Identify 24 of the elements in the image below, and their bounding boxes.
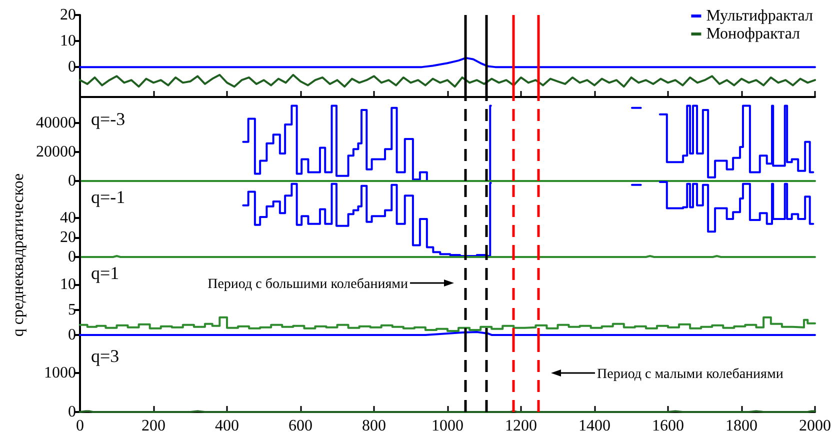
annotation: Период с малыми колебаниями [597,367,784,382]
line-series [79,74,816,88]
chart-title: q=-1 [91,187,126,207]
x-tick-label: 1400 [578,418,610,434]
y-axis-title: q среднеквадратическое [10,173,28,337]
y-tick-label: 40000 [36,114,76,132]
chart-title: q=3 [91,346,120,366]
x-tick-label: 400 [215,418,239,434]
x-tick-label: 2000 [799,418,831,434]
x-tick-label: 600 [288,418,312,434]
chart-title: q=1 [91,263,120,283]
annotation: Период с большими колебаниями [208,277,409,292]
x-tick-label: 1800 [726,418,758,434]
x-tick-label: 1200 [505,418,537,434]
y-tick-label: 20000 [36,144,76,161]
line-series [79,56,816,68]
legend-label: Мультифрактал [706,8,814,24]
x-tick-label: 1600 [652,418,684,434]
x-tick-label: 1000 [432,418,464,434]
x-tick-label: 200 [142,418,166,434]
text: q=-3 [91,109,126,129]
y-tick-label: 1000 [44,364,76,382]
legend-label: Монофрактал [706,26,800,42]
x-tick-label: 800 [362,418,386,434]
